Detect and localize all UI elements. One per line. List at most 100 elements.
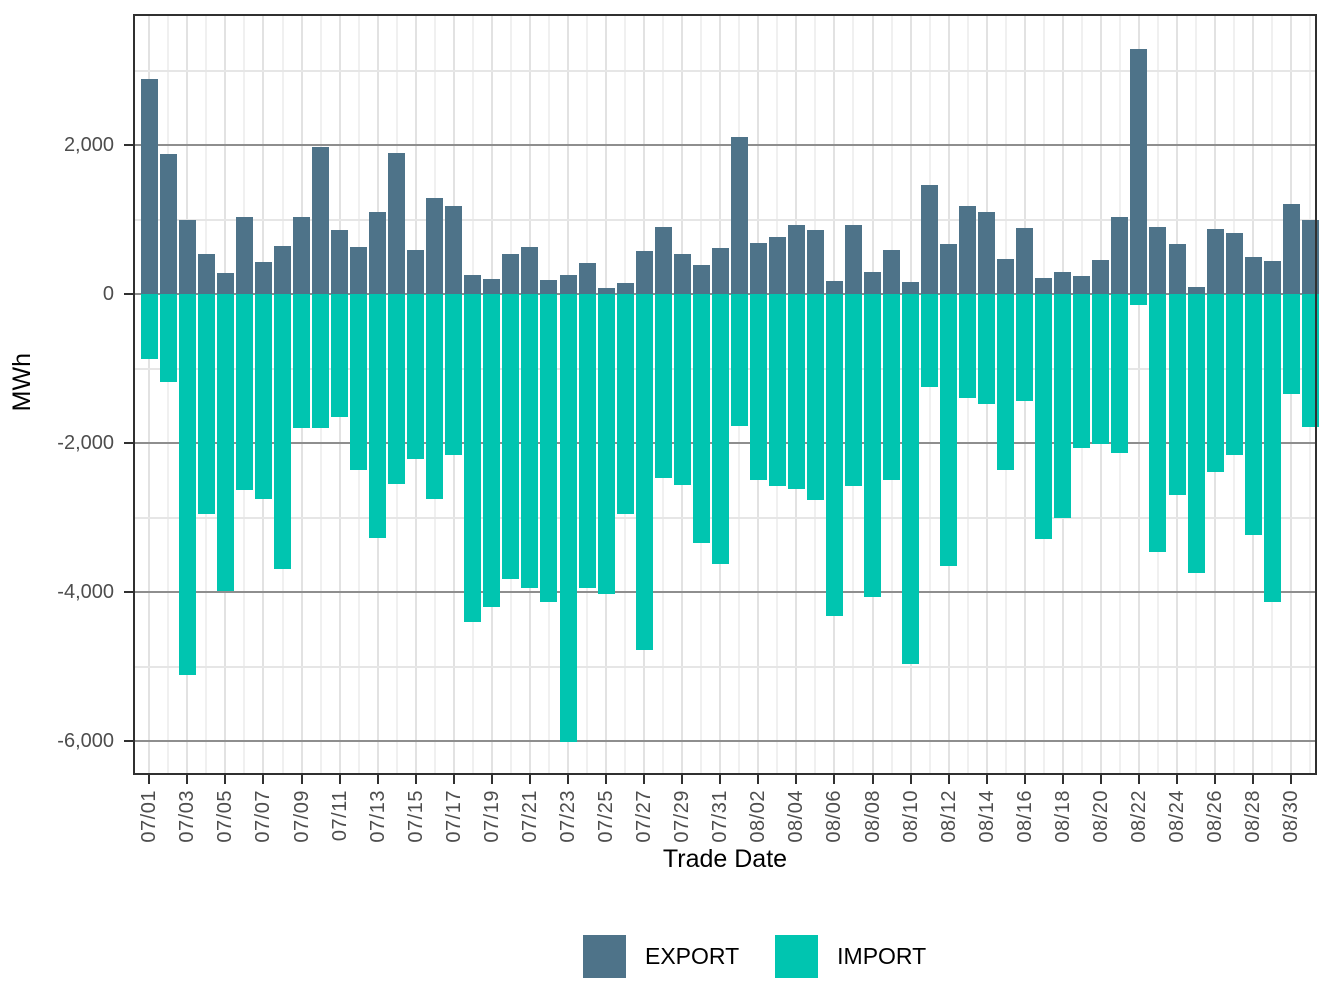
- import-bar: [921, 294, 939, 387]
- import-bar: [502, 294, 520, 580]
- import-bar: [692, 294, 710, 543]
- import-bar: [997, 294, 1015, 471]
- x-tick-mark: [1099, 775, 1102, 784]
- export-bar: [235, 217, 253, 295]
- x-tick-label: 07/11: [328, 790, 351, 842]
- export-bar: [1206, 229, 1224, 295]
- import-bar: [959, 294, 977, 398]
- import-bar: [1054, 294, 1072, 518]
- export-bar: [1187, 287, 1205, 295]
- export-bar: [806, 230, 824, 295]
- x-tick-mark: [1023, 775, 1026, 784]
- y-tick-mark: [124, 591, 133, 594]
- x-tick-label: 08/30: [1280, 790, 1303, 843]
- y-tick-label: 2,000: [63, 134, 114, 157]
- export-bar: [997, 258, 1015, 295]
- x-tick-mark: [681, 775, 684, 784]
- import-bar: [464, 294, 482, 622]
- x-tick-label: 07/15: [404, 790, 427, 843]
- import-bar: [578, 294, 596, 588]
- import-bar: [825, 294, 843, 617]
- import-bar: [521, 294, 539, 589]
- export-bar: [1149, 227, 1167, 295]
- import-bar: [1111, 294, 1129, 453]
- import-bar: [1073, 294, 1091, 448]
- export-bar: [844, 224, 862, 295]
- export-bar: [749, 243, 767, 295]
- export-bar: [921, 184, 939, 295]
- export-bar: [483, 279, 501, 295]
- import-bar: [197, 294, 215, 514]
- export-bar: [426, 198, 444, 295]
- import-bar: [711, 294, 729, 564]
- export-bar: [350, 247, 368, 295]
- x-tick-label: 07/21: [518, 790, 541, 843]
- x-tick-label: 07/09: [290, 790, 313, 843]
- x-tick-mark: [376, 775, 379, 784]
- x-tick-mark: [1176, 775, 1179, 784]
- import-bar: [673, 294, 691, 486]
- export-bar: [1282, 203, 1300, 295]
- export-bar: [1073, 275, 1091, 295]
- export-bar: [940, 244, 958, 295]
- import-bar: [1149, 294, 1167, 552]
- export-bar: [521, 247, 539, 295]
- import-bar: [254, 294, 272, 499]
- import-bar: [559, 294, 577, 743]
- x-tick-label: 07/31: [709, 790, 732, 843]
- import-bar: [730, 294, 748, 426]
- x-tick-mark: [1290, 775, 1293, 784]
- import-bar: [1263, 294, 1281, 602]
- x-tick-mark: [338, 775, 341, 784]
- horizontal-major-gridline: [133, 591, 1317, 594]
- import-bar: [369, 294, 387, 538]
- import-bar: [140, 294, 158, 360]
- export-bar: [540, 279, 558, 295]
- x-tick-label: 08/20: [1089, 790, 1112, 843]
- export-bar: [1263, 261, 1281, 295]
- x-tick-label: 08/06: [823, 790, 846, 843]
- export-bar: [597, 288, 615, 295]
- export-bar: [616, 282, 634, 295]
- export-bar: [768, 237, 786, 295]
- export-bar: [388, 152, 406, 295]
- legend-swatch-import: [775, 935, 819, 978]
- y-tick-mark: [124, 144, 133, 147]
- export-bar: [864, 271, 882, 295]
- import-bar: [1225, 294, 1243, 456]
- x-tick-label: 08/08: [861, 790, 884, 843]
- export-bar: [883, 250, 901, 295]
- export-bar: [464, 274, 482, 295]
- horizontal-major-gridline: [133, 740, 1317, 743]
- import-bar: [978, 294, 996, 404]
- x-tick-label: 07/01: [138, 790, 161, 843]
- horizontal-minor-gridline: [133, 218, 1317, 221]
- x-tick-label: 07/23: [557, 790, 579, 843]
- import-bar: [407, 294, 425, 460]
- import-bar: [540, 294, 558, 602]
- x-tick-label: 07/27: [633, 790, 656, 843]
- x-tick-mark: [757, 775, 760, 784]
- import-bar: [654, 294, 672, 479]
- x-tick-label: 08/12: [937, 790, 960, 843]
- y-tick-mark: [124, 740, 133, 743]
- x-tick-mark: [224, 775, 227, 784]
- y-axis-title: MWh: [8, 353, 36, 412]
- import-bar: [312, 294, 330, 428]
- export-bar: [1054, 272, 1072, 295]
- horizontal-minor-gridline: [133, 69, 1317, 72]
- export-bar: [825, 281, 843, 295]
- import-bar: [635, 294, 653, 651]
- horizontal-major-gridline: [133, 144, 1317, 147]
- export-bar: [407, 250, 425, 295]
- y-tick-label: 0: [102, 283, 114, 306]
- import-bar: [902, 294, 920, 665]
- import-bar: [293, 294, 311, 428]
- import-bar: [616, 294, 634, 514]
- x-tick-mark: [567, 775, 569, 784]
- import-bar: [178, 294, 196, 676]
- y-tick-label: -2,000: [57, 432, 114, 455]
- x-tick-mark: [795, 775, 798, 784]
- import-bar: [768, 294, 786, 486]
